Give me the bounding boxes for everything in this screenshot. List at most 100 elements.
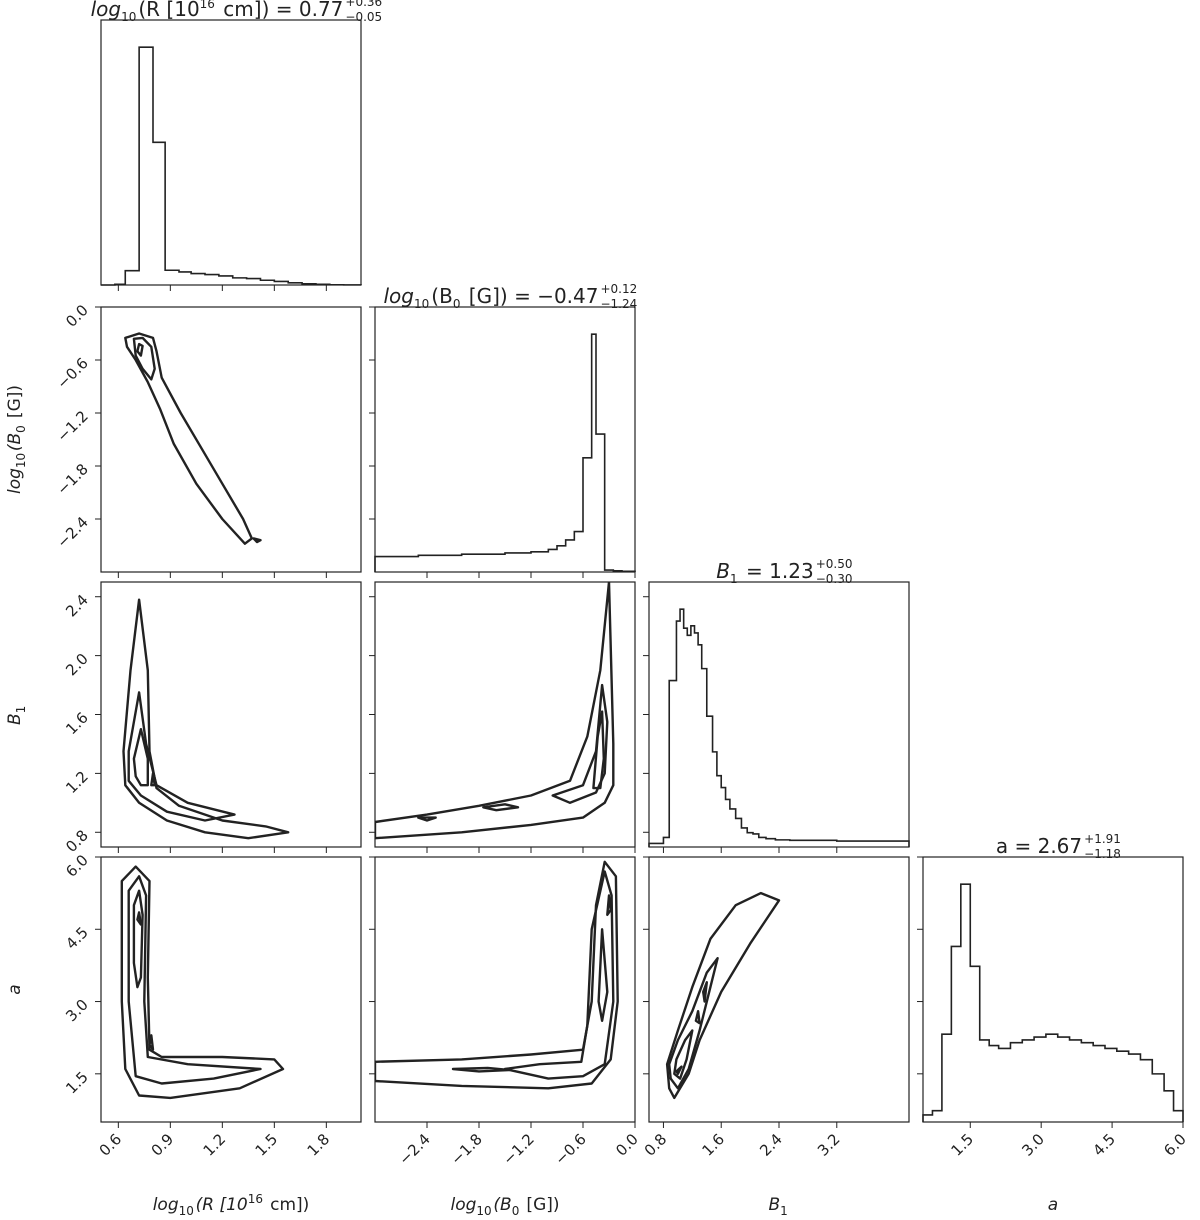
x-tick-label: 0.6 (96, 1130, 126, 1160)
y-tick-label: −1.8 (53, 460, 91, 498)
contour-line (675, 1065, 683, 1076)
y-axis-label-3: a (5, 984, 25, 994)
x-tick-label: 1.5 (252, 1130, 282, 1160)
contour-line (668, 957, 719, 1090)
contour-group-5 (665, 891, 781, 1100)
x-tick-label: 0.8 (641, 1130, 671, 1160)
panel-title-0: log10 (R [1016 cm]) = 0.77 (91, 0, 344, 24)
contour-line (597, 928, 609, 1022)
contour-line (503, 870, 615, 1080)
x-tick-label: 0.0 (612, 1130, 642, 1160)
x-tick-label: −0.6 (551, 1130, 589, 1168)
panel-frame-1-1 (374, 306, 636, 573)
contour-line (375, 582, 615, 840)
x-axis-label-3: a (1048, 1195, 1058, 1215)
contour-line (551, 683, 609, 804)
x-tick-label: 4.5 (1089, 1130, 1119, 1160)
title-minus-0: −0.05 (345, 10, 382, 24)
y-tick-label: −0.6 (53, 354, 91, 392)
x-tick-label: 1.6 (698, 1130, 728, 1160)
contour-line (417, 816, 437, 822)
y-tick-label: −1.2 (53, 407, 91, 445)
panel-title-1: log10 (B0 [G]) = −0.47 (384, 284, 599, 311)
contour-line (122, 598, 290, 840)
title-plus-3: +1.91 (1084, 832, 1121, 846)
x-axis-label-2: B1 (768, 1195, 789, 1218)
contour-line (592, 710, 605, 790)
contour-line (702, 981, 708, 1003)
x-axis-label-1: log10 (B0 [G]) (450, 1195, 559, 1218)
title-minus-2: −0.30 (816, 572, 853, 586)
x-tick-label: 0.9 (148, 1130, 178, 1160)
contour-line (132, 336, 156, 381)
histogram-3 (922, 883, 1184, 1122)
panel-frame-2-2 (648, 581, 910, 848)
histogram-0 (101, 46, 362, 286)
title-minus-1: −1.24 (600, 297, 637, 311)
y-tick-label: 1.6 (62, 709, 92, 739)
panel-frame-2-0 (100, 581, 362, 848)
contour-group-0 (124, 332, 262, 545)
contour-line (132, 889, 144, 989)
x-tick-label: 1.8 (304, 1130, 334, 1160)
contour-group-3 (120, 865, 285, 1100)
panel-frame-3-1 (374, 856, 636, 1123)
y-tick-label: 1.2 (62, 767, 92, 797)
x-tick-label: 6.0 (1160, 1130, 1190, 1160)
y-axis-label-2: B1 (5, 704, 28, 725)
y-tick-label: 4.5 (62, 923, 92, 953)
x-tick-label: −2.4 (395, 1130, 433, 1168)
contour-line (665, 891, 781, 1100)
panel-frame-3-3 (922, 856, 1184, 1123)
x-tick-label: −1.2 (499, 1130, 537, 1168)
contour-group-4 (375, 860, 619, 1090)
contour-line (252, 537, 262, 544)
panel-title-3: a = 2.67 (996, 834, 1082, 858)
panel-frame-3-0 (100, 856, 362, 1123)
contour-line (132, 728, 150, 787)
y-tick-label: 0.0 (62, 301, 92, 331)
title-plus-2: +0.50 (816, 557, 853, 571)
title-minus-3: −1.18 (1084, 847, 1121, 861)
y-tick-label: 6.0 (62, 851, 92, 881)
y-tick-label: 2.4 (62, 591, 92, 621)
x-tick-label: 3.2 (814, 1130, 844, 1160)
panel-frame-3-2 (648, 856, 910, 1123)
title-plus-1: +0.12 (600, 282, 637, 296)
panel-title-2: B1 = 1.23 (716, 559, 813, 586)
x-tick-label: 1.2 (200, 1130, 230, 1160)
y-tick-label: 3.0 (62, 996, 92, 1026)
contour-line (148, 1034, 155, 1051)
contour-line (375, 860, 619, 1090)
contour-line (673, 1029, 694, 1080)
panel-frame-1-0 (100, 306, 362, 573)
contour-line (127, 875, 262, 1085)
panel-frame-2-1 (374, 581, 636, 848)
x-tick-label: 1.5 (948, 1130, 978, 1160)
contour-line (482, 803, 520, 812)
y-tick-label: 2.0 (62, 650, 92, 680)
contour-line (136, 911, 143, 926)
contour-line (150, 772, 156, 787)
contour-line (694, 1010, 701, 1025)
contour-line (127, 691, 236, 822)
y-tick-label: 1.5 (62, 1068, 92, 1098)
contour-line (606, 894, 612, 916)
contour-line (136, 342, 144, 357)
title-plus-0: +0.36 (345, 0, 382, 9)
x-tick-label: 3.0 (1018, 1130, 1048, 1160)
y-tick-label: 0.8 (62, 826, 92, 856)
x-tick-label: −1.8 (447, 1130, 485, 1168)
contour-line (451, 1066, 511, 1073)
histogram-1 (374, 333, 636, 573)
x-tick-label: 2.4 (756, 1130, 786, 1160)
contour-group-1 (122, 598, 290, 840)
contour-line (124, 332, 254, 545)
y-tick-label: −2.4 (53, 513, 91, 551)
panel-frame-0-0 (100, 19, 362, 286)
x-axis-label-0: log10 (R [1016 cm]) (153, 1192, 310, 1218)
contour-group-2 (375, 582, 615, 840)
y-axis-label-1: log10 (B0 [G]) (5, 385, 28, 494)
contour-line (120, 865, 285, 1100)
